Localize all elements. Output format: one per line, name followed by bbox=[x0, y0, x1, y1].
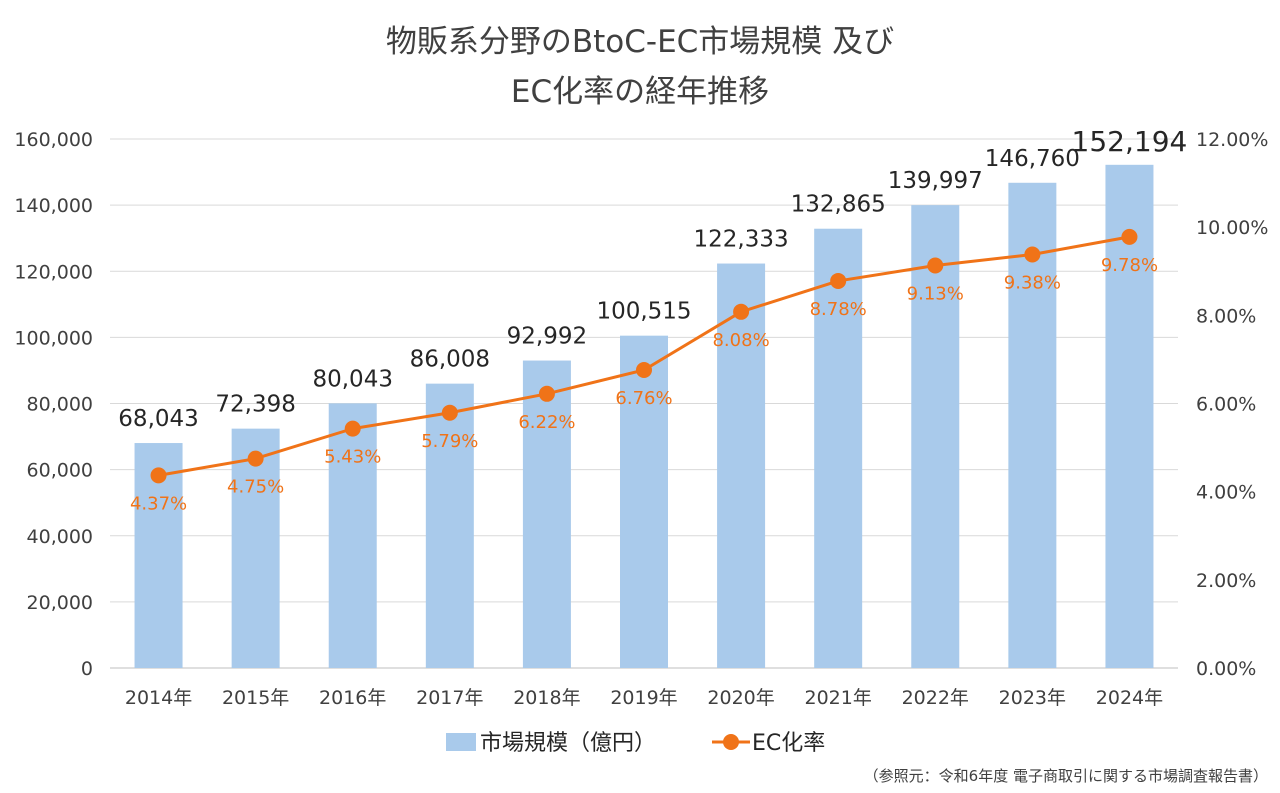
bar bbox=[911, 205, 960, 668]
y-left-tick-label: 40,000 bbox=[27, 526, 93, 548]
bar bbox=[425, 383, 474, 668]
legend-bar-swatch bbox=[446, 733, 476, 751]
line-value-label: 5.79% bbox=[421, 431, 478, 452]
y-left-tick-label: 60,000 bbox=[27, 460, 93, 482]
bar bbox=[1008, 182, 1057, 668]
bar-value-label: 100,515 bbox=[596, 299, 691, 325]
bar bbox=[1105, 164, 1154, 668]
line-point bbox=[247, 450, 264, 467]
line-series bbox=[150, 228, 1138, 484]
bar-value-label: 80,043 bbox=[312, 366, 392, 392]
legend-bar-label: 市場規模（億円） bbox=[480, 731, 656, 756]
y-right-tick-label: 4.00% bbox=[1196, 482, 1256, 504]
y-axis-left: 0 20,000 40,000 60,000 80,000 100,000 120,000 1… bbox=[14, 129, 93, 680]
bar-value-label: 146,760 bbox=[985, 146, 1080, 172]
bar-value-label: 68,043 bbox=[118, 406, 198, 432]
bar-value-label: 152,194 bbox=[1072, 125, 1188, 158]
bar bbox=[231, 428, 280, 668]
data-labels: 68,043 72,398 80,043 86,008 92,992 100,515 122… bbox=[118, 125, 1187, 515]
line-point bbox=[150, 467, 167, 484]
legend-line-label: EC化率 bbox=[752, 731, 825, 756]
line-point bbox=[733, 303, 750, 320]
bar bbox=[814, 228, 863, 668]
x-tick-label: 2015年 bbox=[222, 687, 289, 709]
line-value-label: 4.37% bbox=[130, 493, 187, 514]
line-value-label: 9.13% bbox=[907, 284, 964, 305]
x-tick-label: 2023年 bbox=[999, 687, 1066, 709]
line-point bbox=[927, 257, 944, 274]
bar-value-label: 139,997 bbox=[888, 168, 983, 194]
y-right-tick-label: 10.00% bbox=[1196, 217, 1268, 239]
x-tick-label: 2017年 bbox=[416, 687, 483, 709]
line-value-label: 8.08% bbox=[712, 330, 769, 351]
x-tick-label: 2014年 bbox=[125, 687, 192, 709]
bar-value-label: 72,398 bbox=[215, 392, 295, 418]
line-point bbox=[1121, 228, 1138, 245]
bar bbox=[328, 403, 377, 668]
line-value-label: 6.76% bbox=[615, 388, 672, 409]
line-value-label: 9.78% bbox=[1101, 255, 1158, 276]
line-point bbox=[636, 361, 652, 378]
line-value-label: 5.43% bbox=[324, 447, 381, 468]
line-point bbox=[830, 272, 847, 289]
source-note: （参照元：令和6年度 電子商取引に関する市場調査報告書） bbox=[864, 767, 1268, 785]
y-left-tick-label: 80,000 bbox=[27, 394, 93, 416]
x-axis: 2014年 2015年 2016年 2017年 2018年 2019年 2020年 2021年… bbox=[125, 687, 1163, 709]
x-tick-label: 2016年 bbox=[319, 687, 386, 709]
x-tick-label: 2021年 bbox=[805, 687, 872, 709]
bar bbox=[620, 335, 668, 668]
x-tick-label: 2022年 bbox=[902, 687, 969, 709]
x-tick-label: 2019年 bbox=[610, 687, 677, 709]
line-value-label: 9.38% bbox=[1004, 272, 1061, 293]
chart-title-line-1: 物販系分野のBtoC-EC市場規模 及び bbox=[386, 24, 894, 60]
y-right-tick-label: 2.00% bbox=[1196, 570, 1256, 592]
y-left-tick-label: 20,000 bbox=[27, 592, 93, 614]
line-value-label: 6.22% bbox=[518, 412, 575, 433]
line-value-label: 8.78% bbox=[810, 299, 867, 320]
x-tick-label: 2024年 bbox=[1096, 687, 1163, 709]
line-point bbox=[441, 404, 458, 421]
bar-series bbox=[134, 164, 1154, 668]
y-right-tick-label: 6.00% bbox=[1196, 394, 1256, 416]
y-right-tick-label: 0.00% bbox=[1196, 658, 1256, 680]
line-point bbox=[1024, 246, 1041, 263]
y-left-tick-label: 0 bbox=[81, 658, 93, 680]
line-value-label: 4.75% bbox=[227, 477, 284, 498]
y-left-tick-label: 100,000 bbox=[14, 327, 93, 349]
line-point bbox=[538, 385, 555, 402]
y-right-tick-label: 12.00% bbox=[1196, 129, 1268, 151]
chart-title-line-2: EC化率の経年推移 bbox=[511, 74, 769, 110]
y-axis-right: 0.00% 2.00% 4.00% 6.00% 8.00% 10.00% 12.00% bbox=[1196, 129, 1268, 680]
x-tick-label: 2018年 bbox=[513, 687, 580, 709]
bar-value-label: 86,008 bbox=[410, 347, 490, 373]
bar bbox=[522, 360, 571, 668]
y-left-tick-label: 160,000 bbox=[14, 129, 93, 151]
bar bbox=[717, 263, 766, 668]
bar-value-label: 92,992 bbox=[507, 324, 587, 350]
y-left-tick-label: 140,000 bbox=[14, 195, 93, 217]
line-point bbox=[344, 420, 361, 437]
bar-value-label: 122,333 bbox=[694, 227, 789, 253]
bar-value-label: 132,865 bbox=[791, 192, 886, 218]
y-left-tick-label: 120,000 bbox=[14, 261, 93, 283]
y-right-tick-label: 8.00% bbox=[1196, 305, 1256, 327]
x-tick-label: 2020年 bbox=[707, 687, 774, 709]
legend: 市場規模（億円） EC化率 bbox=[446, 731, 825, 756]
legend-line-marker bbox=[723, 734, 739, 750]
